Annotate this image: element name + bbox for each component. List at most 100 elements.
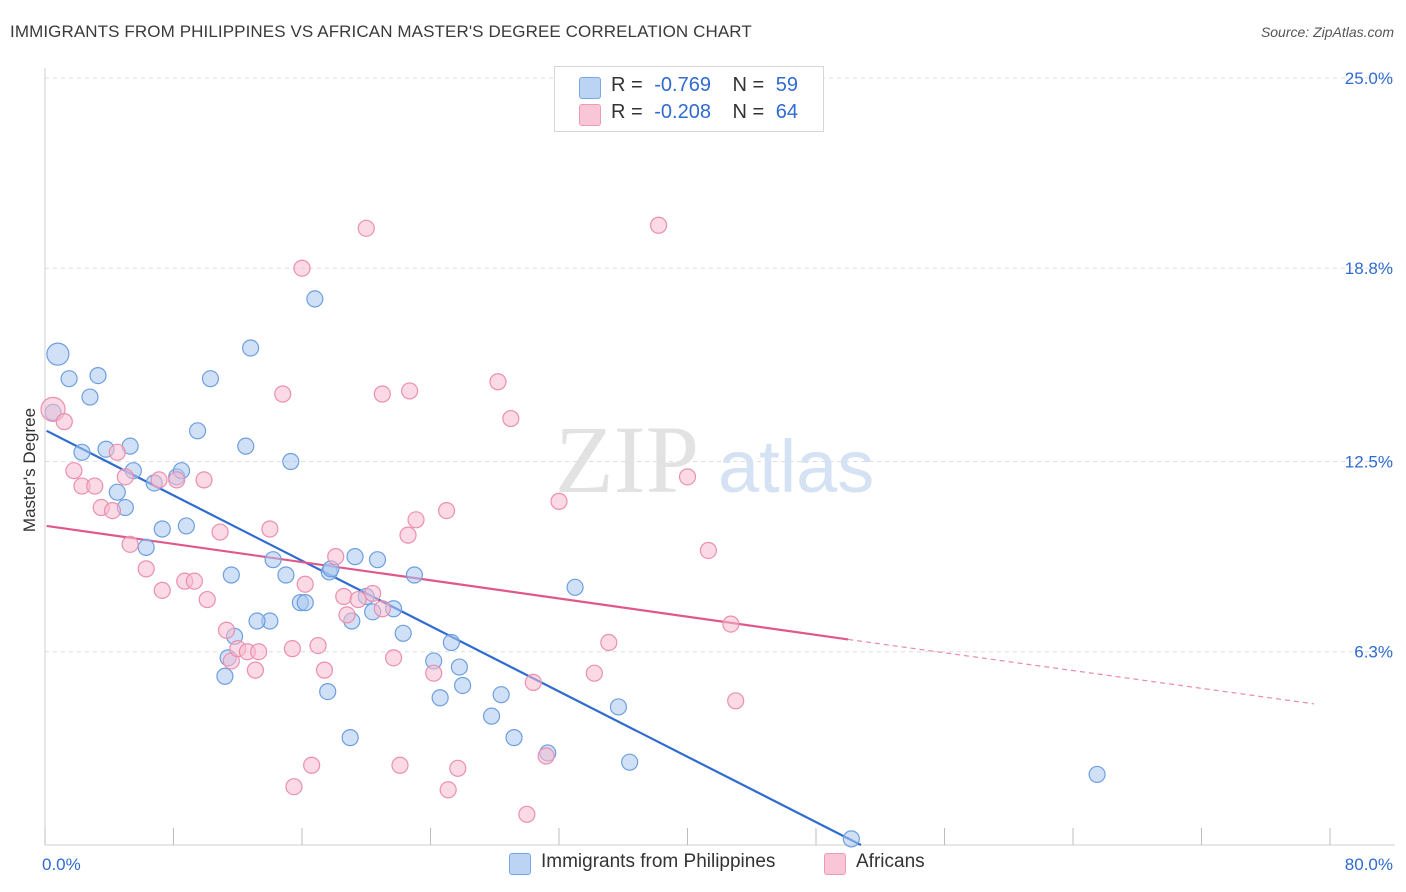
data-point-blue [346, 548, 364, 566]
data-point-pink [439, 781, 457, 799]
data-point-blue [242, 339, 260, 357]
data-point-blue [237, 437, 255, 455]
data-point-blue [137, 538, 155, 557]
data-point-pink [338, 606, 356, 624]
data-point-pink [524, 673, 542, 691]
data-point-pink [327, 548, 345, 566]
legend-label: Immigrants from Philippines [541, 851, 776, 872]
data-point-blue [153, 520, 171, 538]
data-point-pink [168, 471, 186, 489]
data-point-pink [261, 520, 279, 538]
trend-line-dashed-pink [848, 638, 1315, 705]
data-point-blue [341, 729, 359, 747]
data-point-pink [649, 216, 668, 234]
data-point-blue [609, 698, 628, 716]
data-point-pink [449, 759, 467, 777]
data-point-pink [217, 621, 236, 639]
data-point-pink [303, 756, 321, 774]
data-point-pink [489, 373, 507, 391]
watermark-atlas: atlas [718, 425, 874, 508]
data-point-blue [248, 612, 266, 630]
watermark-zip: ZIP [555, 406, 699, 513]
data-point-blue [296, 594, 314, 612]
data-point-pink [185, 572, 203, 590]
data-point-pink [678, 468, 697, 486]
watermark: ZIP atlas [555, 406, 874, 513]
data-point-blue [566, 578, 584, 596]
data-point-pink [357, 219, 375, 237]
data-point-blue [60, 370, 78, 388]
grid [45, 77, 1395, 653]
y-tick-label: 18.8% [1345, 259, 1393, 278]
data-point-blue [405, 566, 424, 584]
data-point-blue [264, 551, 282, 569]
y-tick-label: 6.3% [1354, 643, 1393, 662]
data-point-pink [293, 259, 311, 277]
data-point-blue [89, 366, 107, 385]
data-point-blue [46, 342, 70, 366]
data-point-pink [425, 664, 443, 682]
data-point-pink [537, 747, 555, 765]
data-point-blue [431, 689, 449, 707]
data-point-pink [399, 526, 417, 544]
legend-swatch-pink [824, 853, 846, 875]
data-point-pink [137, 560, 155, 578]
data-point-pink [195, 471, 213, 489]
data-point-pink [285, 778, 303, 796]
legend-label: Africans [856, 851, 925, 872]
data-point-blue [81, 388, 99, 406]
data-point-pink [373, 385, 391, 403]
r-value: -0.208 [654, 101, 711, 123]
n-value: 59 [775, 74, 799, 96]
data-point-pink [274, 385, 292, 403]
data-point-pink [296, 575, 314, 593]
data-point-blue [306, 290, 324, 308]
data-point-pink [437, 501, 456, 520]
data-point-blue [621, 753, 639, 771]
data-point-pink [585, 664, 603, 682]
data-point-pink [407, 511, 425, 529]
source-label: Source: ZipAtlas.com [1260, 24, 1394, 40]
data-point-blue [1088, 765, 1106, 784]
data-point-pink [391, 756, 409, 774]
data-point-pink [86, 477, 104, 495]
data-point-pink [108, 443, 126, 461]
data-point-blue [482, 707, 501, 725]
data-point-pink [55, 413, 73, 431]
data-point-blue [394, 624, 412, 642]
y-tick-label: 12.5% [1345, 453, 1393, 472]
data-points [40, 216, 1106, 848]
data-point-pink [250, 643, 268, 661]
data-point-pink [283, 640, 301, 658]
data-point-pink [373, 600, 391, 618]
data-point-pink [65, 462, 83, 480]
data-point-pink [246, 661, 265, 679]
data-point-pink [600, 633, 618, 652]
n-value: 64 [775, 101, 799, 123]
data-point-blue [450, 658, 469, 676]
data-point-pink [727, 692, 745, 710]
data-point-pink [364, 584, 382, 603]
data-point-pink [315, 661, 334, 679]
data-point-blue [492, 686, 510, 704]
r-label: R = [611, 101, 643, 123]
data-point-blue [277, 566, 295, 584]
data-point-blue [201, 370, 220, 388]
tick-labels: 6.3% 12.5% 18.8% 25.0% 0.0% 80.0% [42, 69, 1393, 874]
legend-swatch-blue [509, 853, 531, 875]
legend-swatch-pink [579, 104, 601, 126]
data-point-pink [502, 409, 520, 428]
data-point-blue [73, 443, 91, 461]
data-point-blue [282, 452, 300, 471]
data-point-blue [177, 517, 195, 535]
data-point-pink [153, 581, 171, 599]
data-point-pink [116, 468, 134, 486]
data-point-pink [401, 382, 419, 400]
n-label: N = [732, 101, 765, 123]
data-point-blue [368, 551, 387, 569]
data-point-blue [108, 483, 126, 501]
data-point-pink [699, 541, 717, 560]
trend-line-pink [46, 524, 849, 641]
y-axis-label: Master's Degree [20, 407, 39, 533]
